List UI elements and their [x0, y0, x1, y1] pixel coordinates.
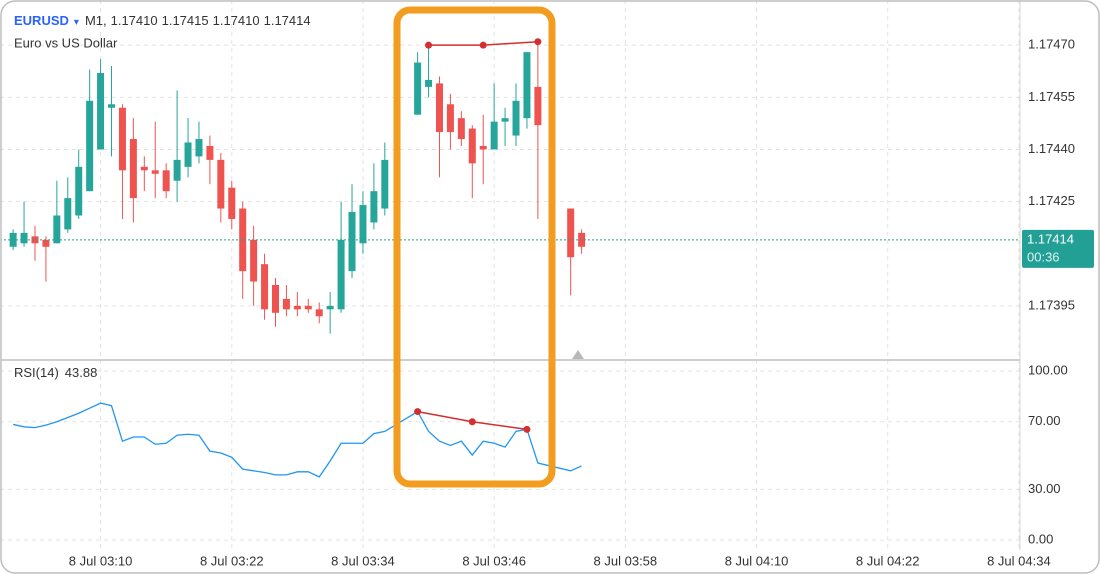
- candle-body: [534, 86, 542, 126]
- rsi-line: [12, 402, 582, 478]
- candle-body: [501, 118, 509, 122]
- trend-line: [483, 40, 538, 46]
- candle-body: [348, 212, 356, 272]
- candle-body: [326, 305, 334, 310]
- pane-handle[interactable]: [572, 350, 584, 359]
- x-tick-label: 8 Jul 03:10: [69, 553, 133, 568]
- x-tick-label: 8 Jul 03:22: [200, 553, 264, 568]
- countdown: 00:36: [1027, 249, 1060, 264]
- x-tick-label: 8 Jul 03:58: [594, 553, 658, 568]
- y-tick-label: 0.00: [1028, 532, 1053, 547]
- symbol[interactable]: EURUSD: [14, 13, 69, 28]
- trend-point: [523, 425, 531, 433]
- candle-body: [381, 159, 389, 209]
- open-value: 1.17410: [111, 13, 158, 28]
- candle-body: [435, 83, 443, 133]
- x-tick-label: 8 Jul 04:10: [725, 553, 789, 568]
- candle-body: [315, 309, 323, 317]
- candle-body: [42, 239, 50, 247]
- low-value: 1.17410: [213, 13, 260, 28]
- y-tick-label: 1.17440: [1028, 141, 1075, 156]
- candle-body: [523, 52, 531, 119]
- trend-line: [472, 420, 528, 431]
- candle-body: [162, 170, 170, 192]
- candle-body: [282, 298, 290, 310]
- candle-body: [195, 139, 203, 157]
- legend-header: EURUSD ▾ M1, 1.17410 1.17415 1.17410 1.17414: [14, 13, 311, 28]
- trend-point: [414, 408, 422, 416]
- candle-body: [425, 79, 433, 87]
- candle-body: [64, 198, 72, 230]
- highlight-box: [393, 6, 556, 488]
- candle-body: [359, 205, 367, 244]
- candle-body: [75, 166, 83, 216]
- trend-point: [468, 418, 476, 426]
- candle-body: [370, 191, 378, 223]
- candle-body: [512, 100, 520, 136]
- candle-body: [261, 264, 269, 310]
- candle-body: [414, 62, 422, 115]
- candle-body: [250, 239, 258, 282]
- candle-body: [479, 145, 487, 150]
- y-tick-label: 100.00: [1028, 362, 1068, 377]
- y-tick-label: 1.17395: [1028, 297, 1075, 312]
- y-tick-label: 1.17470: [1028, 37, 1075, 52]
- y-tick-label: 70.00: [1028, 413, 1061, 428]
- description: Euro vs US Dollar: [14, 35, 118, 50]
- candle-body: [118, 107, 126, 171]
- price-pane: [1, 45, 1020, 334]
- rsi-current: 43.88: [65, 365, 98, 380]
- candle-body: [337, 239, 345, 310]
- y-tick-label: 1.17455: [1028, 89, 1075, 104]
- candle-body: [86, 100, 94, 192]
- axes: 8 Jul 03:10 8 Jul 03:22 8 Jul 03:34 8 Jul 0…: [69, 37, 1094, 568]
- y-tick-label: 30.00: [1028, 481, 1061, 496]
- candle-body: [173, 159, 181, 181]
- candle-body: [20, 232, 28, 244]
- trend-line: [417, 410, 473, 423]
- rsi-legend: RSI(14) 43.88: [14, 365, 97, 380]
- last-price-badge: [1022, 229, 1094, 268]
- x-tick-label: 8 Jul 04:22: [856, 553, 920, 568]
- candle-body: [293, 305, 301, 310]
- candle-body: [31, 236, 39, 244]
- x-tick-label: 8 Jul 03:34: [331, 553, 395, 568]
- symbol-dropdown[interactable]: ▾: [74, 17, 79, 28]
- trend-point: [479, 41, 487, 49]
- candle-body: [151, 170, 159, 174]
- candle-body: [53, 215, 61, 244]
- candle-body: [108, 104, 116, 108]
- close-value: 1.17414: [264, 13, 311, 28]
- trend-point: [425, 41, 433, 49]
- candle-body: [446, 104, 454, 133]
- high-value: 1.17415: [162, 13, 209, 28]
- candle-body: [457, 118, 465, 140]
- x-tick-label: 8 Jul 03:46: [462, 553, 526, 568]
- grid: [1, 1, 1020, 550]
- trend-point: [534, 38, 542, 46]
- last-price-label: 1.17414: [1027, 231, 1074, 246]
- candle-body: [97, 72, 105, 150]
- candle-body: [490, 121, 498, 150]
- candle-body: [129, 139, 137, 199]
- rsi-pane: [12, 402, 582, 478]
- candle-body: [567, 208, 575, 258]
- rsi-title: RSI(14): [14, 365, 59, 380]
- candle-body: [239, 208, 247, 272]
- x-tick-label: 8 Jul 04:34: [987, 553, 1051, 568]
- candle-body: [140, 166, 148, 171]
- candle-body: [468, 128, 476, 164]
- candle-body: [217, 159, 225, 209]
- candle-body: [206, 145, 214, 160]
- candle-body: [184, 142, 192, 167]
- timeframe: M1,: [85, 13, 107, 28]
- candle-body: [228, 187, 236, 219]
- y-tick-label: 1.17425: [1028, 193, 1075, 208]
- candle-body: [304, 305, 312, 310]
- candle-body: [271, 285, 279, 313]
